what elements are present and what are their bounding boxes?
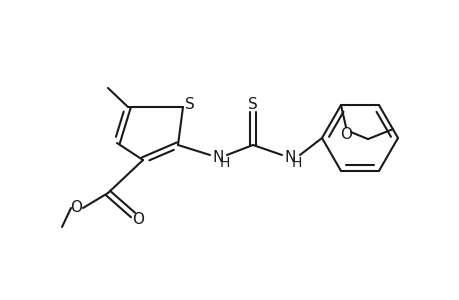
Text: S: S bbox=[247, 97, 257, 112]
Text: O: O bbox=[70, 200, 82, 215]
Text: H: H bbox=[219, 156, 230, 170]
Text: O: O bbox=[339, 127, 351, 142]
Text: N: N bbox=[212, 149, 223, 164]
Text: N: N bbox=[284, 149, 295, 164]
Text: S: S bbox=[185, 97, 195, 112]
Text: O: O bbox=[132, 212, 144, 227]
Text: H: H bbox=[291, 156, 302, 170]
